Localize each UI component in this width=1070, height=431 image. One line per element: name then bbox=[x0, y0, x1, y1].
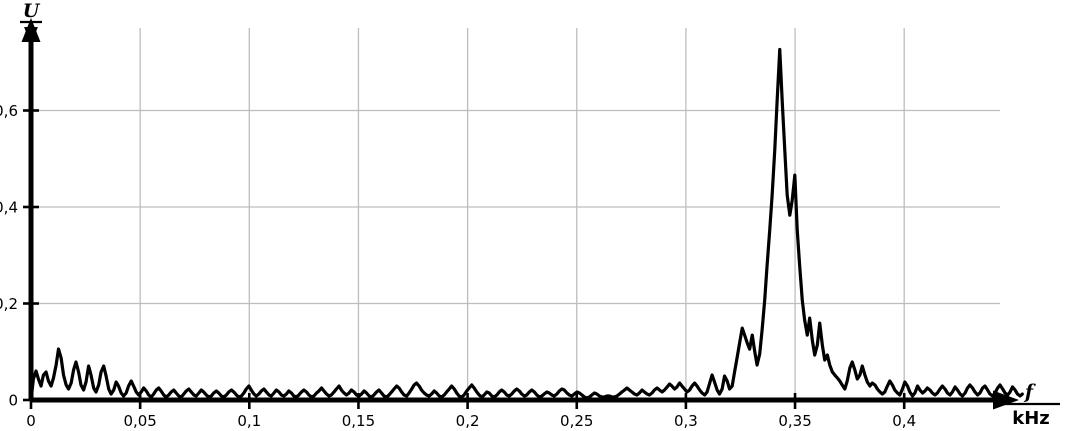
x-axis-unit-denominator: kHz bbox=[1012, 408, 1050, 429]
vertical-gridlines bbox=[139, 28, 905, 400]
y-tick-label: 0,6 bbox=[0, 102, 18, 120]
x-tick-label: 0,35 bbox=[778, 412, 811, 430]
y-axis-unit-denominator: V bbox=[24, 24, 38, 45]
x-tick-label: 0,2 bbox=[456, 412, 480, 430]
y-tick-label: 0,2 bbox=[0, 295, 18, 313]
y-axis-unit-numerator: U bbox=[23, 0, 41, 22]
x-tick-label: 0 bbox=[26, 412, 36, 430]
y-tick-label: 0 bbox=[8, 392, 18, 410]
spectrum-data-line bbox=[29, 47, 1024, 402]
horizontal-gridlines bbox=[31, 109, 1000, 305]
y-axis-unit-label: U V bbox=[20, 0, 42, 45]
x-tick-label: 0,15 bbox=[342, 412, 375, 430]
y-axis-arrow-icon bbox=[21, 18, 41, 42]
x-axis-unit-numerator: f bbox=[1023, 381, 1036, 403]
x-axis-tick-labels: 0 0,05 0,1 0,15 0,2 0,25 0,3 0,35 0,4 bbox=[26, 412, 916, 430]
x-axis-arrow-icon bbox=[993, 390, 1019, 410]
x-tick-label: 0,3 bbox=[674, 412, 698, 430]
y-tick-label: 0,4 bbox=[0, 199, 18, 217]
x-tick-label: 0,25 bbox=[560, 412, 593, 430]
y-axis-tick-labels: 0 0,2 0,4 0,6 bbox=[0, 102, 18, 410]
x-tick-label: 0,4 bbox=[892, 412, 916, 430]
x-tick-label: 0,05 bbox=[123, 412, 156, 430]
x-axis-unit-label: f kHz bbox=[1002, 381, 1060, 429]
x-tick-label: 0,1 bbox=[237, 412, 261, 430]
